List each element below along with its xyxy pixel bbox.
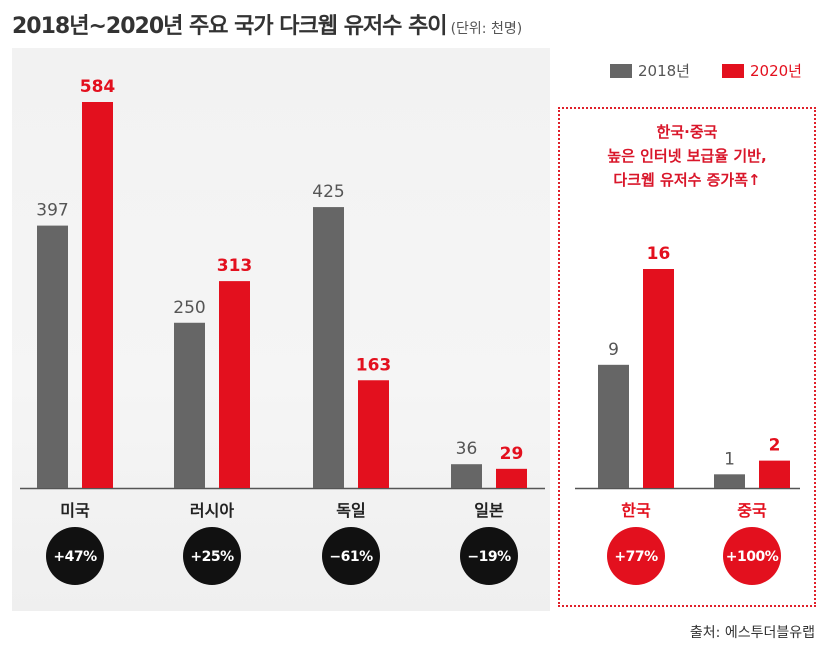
data-label-2018-group-3: 36 [456, 439, 478, 459]
category-label-group-4: 한국 [621, 501, 651, 520]
bar-2020-group-3 [496, 468, 527, 488]
annotation-line: 다크웹 유저수 증가폭↑ [613, 171, 761, 189]
legend-swatch-2020 [722, 63, 744, 78]
category-label-group-1: 러시아 [190, 501, 234, 520]
change-badge-group-1 [183, 527, 241, 585]
change-badge-label-group-4: +77% [614, 549, 658, 565]
change-badge-group-0 [46, 527, 104, 585]
chart-title: 2018년~2020년 주요 국가 다크웹 유저수 추이 (단위: 천명) [12, 14, 523, 39]
annotation-line: 한국·중국 [656, 123, 718, 141]
unit-label: (단위: 천명) [450, 21, 523, 37]
data-label-2020-group-3: 29 [500, 444, 524, 464]
data-label-2018-group-2: 425 [312, 182, 344, 202]
data-label-2020-group-1: 313 [217, 256, 253, 276]
change-badge-label-group-5: +100% [726, 549, 779, 565]
data-label-2018-group-5: 1 [724, 449, 735, 469]
category-label-group-5: 중국 [737, 501, 767, 520]
bar-2020-group-0 [82, 102, 113, 488]
data-label-2018-group-4: 9 [608, 340, 619, 360]
annotation-line: 높은 인터넷 보급율 기반, [607, 147, 767, 165]
bar-2018-group-0 [37, 225, 68, 489]
bar-2018-group-2 [313, 207, 344, 488]
bar-2020-group-1 [219, 281, 250, 488]
change-badge-group-2 [322, 527, 380, 585]
data-label-2018-group-1: 250 [173, 298, 205, 318]
highlight-box [558, 107, 816, 607]
legend-label-2018: 2018년 [638, 62, 690, 80]
bar-2020-group-5 [759, 460, 790, 488]
change-badge-label-group-3: −19% [467, 549, 511, 565]
category-label-group-2: 독일 [336, 501, 365, 520]
bar-2018-group-1 [174, 322, 205, 488]
data-label-2020-group-0: 584 [80, 77, 116, 97]
change-badge-label-group-0: +47% [53, 549, 97, 565]
category-label-group-0: 미국 [60, 501, 90, 520]
change-badge-label-group-1: +25% [190, 549, 234, 565]
bar-2020-group-2 [358, 380, 389, 488]
bar-2020-group-4 [643, 269, 674, 488]
legend-item-2020: 2020년 [722, 60, 802, 81]
source-note: 출처: 에스투더블유랩 [689, 625, 815, 641]
bar-2018-group-4 [598, 364, 629, 488]
data-label-2018-group-0: 397 [36, 201, 68, 221]
change-badge-group-5 [723, 527, 781, 585]
change-badge-label-group-2: −61% [329, 549, 373, 565]
change-badge-group-3 [460, 527, 518, 585]
highlight-annotation: 한국·중국 높은 인터넷 보급율 기반, 다크웹 유저수 증가폭↑ [560, 120, 814, 192]
data-label-2020-group-5: 2 [769, 436, 781, 456]
category-label-group-3: 일본 [474, 501, 504, 520]
change-badge-group-4 [607, 527, 665, 585]
bar-2018-group-3 [451, 464, 482, 488]
data-label-2020-group-4: 16 [647, 244, 671, 264]
legend-swatch-2018 [610, 63, 632, 78]
bar-2018-group-5 [714, 474, 745, 488]
legend-item-2018: 2018년 [610, 60, 690, 81]
legend-label-2020: 2020년 [750, 62, 802, 80]
data-label-2020-group-2: 163 [356, 355, 392, 375]
